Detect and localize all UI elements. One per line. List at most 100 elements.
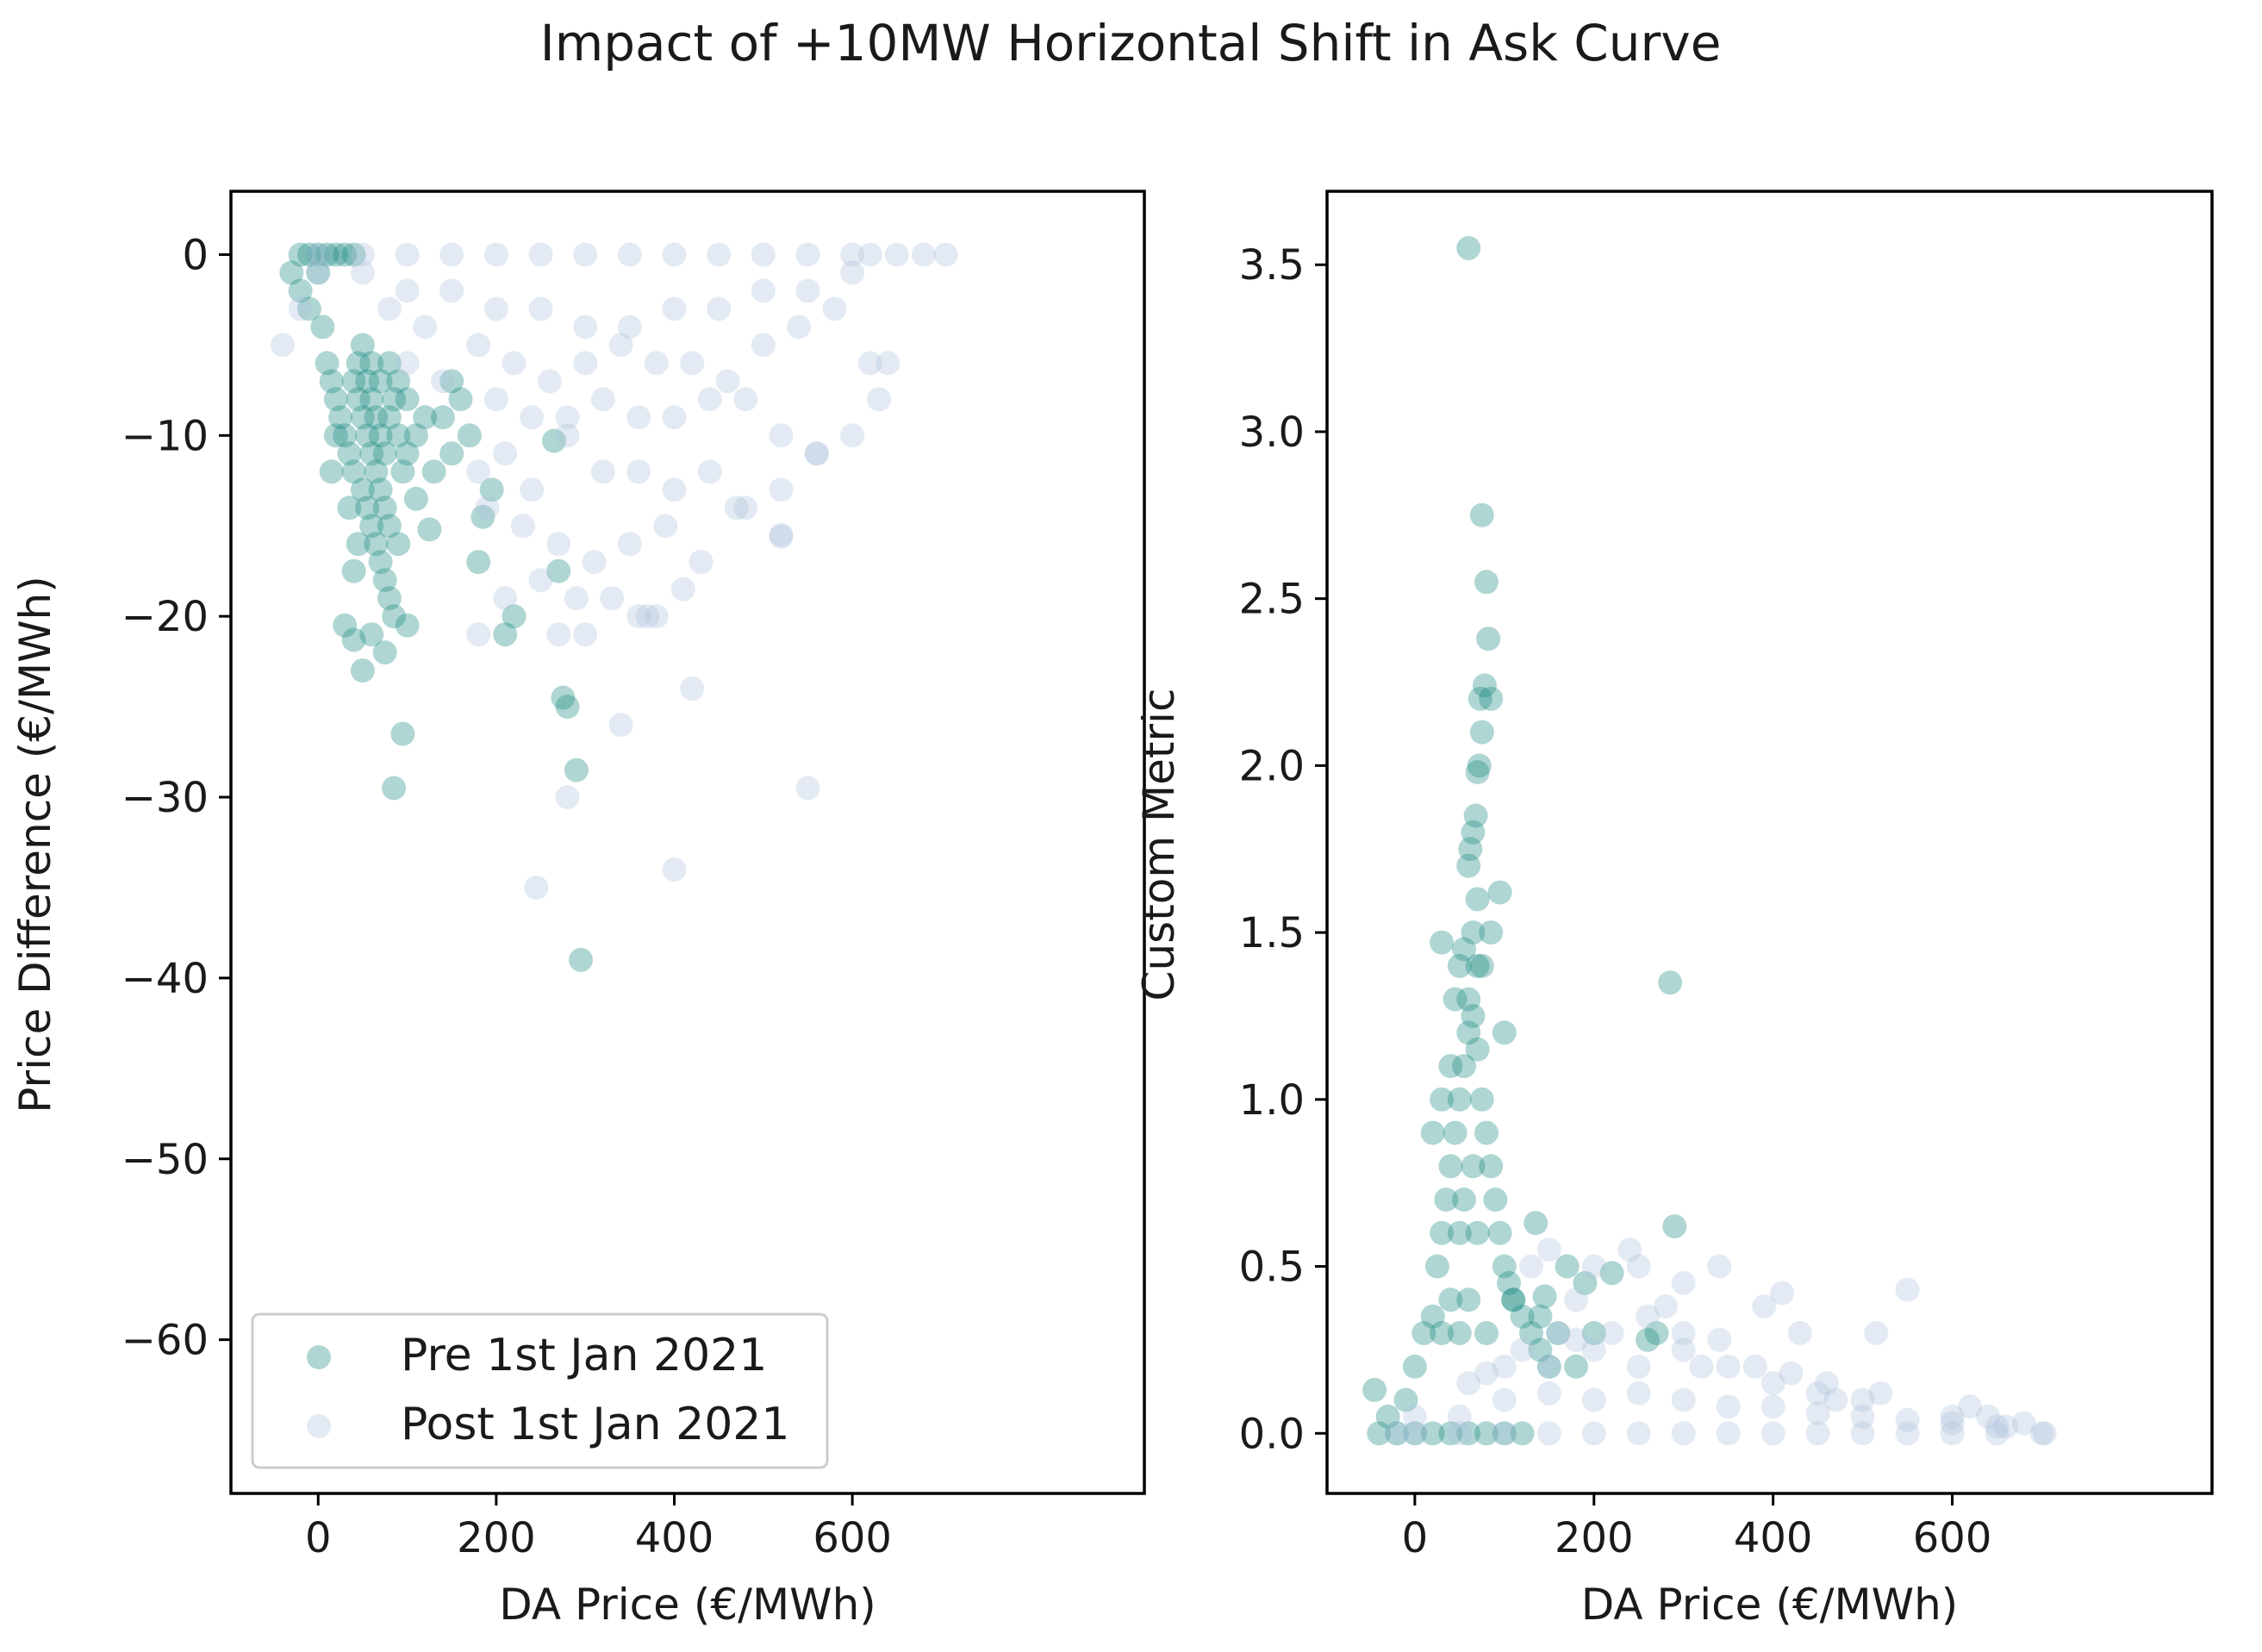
y-tick-label: −50: [122, 1136, 209, 1184]
post-2021-point: [502, 351, 527, 376]
pre-2021-point: [1501, 1287, 1526, 1312]
pre-2021-point: [1402, 1354, 1427, 1379]
post-2021-point: [1940, 1421, 1965, 1446]
pre-2021-point: [382, 776, 407, 801]
post-2021-point: [510, 514, 535, 539]
post-2021-point: [707, 296, 732, 321]
post-2021-point: [1805, 1421, 1830, 1446]
pre-2021-point: [1465, 1220, 1490, 1245]
post-2021-point: [733, 387, 758, 412]
pre-2021-point: [359, 622, 384, 647]
pre-2021-point: [364, 532, 389, 557]
pre-2021-point: [368, 477, 393, 502]
post-2021-point: [724, 496, 749, 521]
post-2021-point: [1985, 1414, 2010, 1439]
pre-2021-point: [1469, 502, 1494, 527]
post-2021-point: [751, 333, 776, 358]
post-2021-point: [430, 369, 455, 394]
y-tick-label: −10: [122, 412, 209, 460]
post-2021-point: [697, 459, 722, 484]
pre-2021-point: [479, 477, 504, 502]
pre-2021-point: [1501, 1287, 1526, 1312]
post-2021-point: [751, 278, 776, 303]
pre-2021-point: [355, 423, 380, 448]
post-2021-point: [1510, 1337, 1535, 1362]
pre-2021-point: [1456, 235, 1481, 260]
post-2021-point: [537, 369, 562, 394]
pre-2021-point: [368, 423, 393, 448]
x-tick-label: 0: [1402, 1514, 1429, 1562]
pre-2021-point: [1474, 1321, 1499, 1345]
pre-2021-point: [1479, 920, 1504, 945]
pre-2021-point: [1452, 1054, 1476, 1079]
pre-2021-point: [288, 278, 313, 303]
pre-2021-point: [439, 441, 464, 466]
y-tick-label: 0.0: [1239, 1410, 1305, 1458]
post-2021-point: [1850, 1387, 1875, 1412]
pre-2021-point: [493, 622, 518, 647]
pre-2021-point: [346, 351, 371, 376]
pre-2021-point: [337, 496, 362, 521]
post-2021-point: [795, 242, 820, 267]
pre-2021-point: [346, 532, 371, 557]
post-2021-point: [350, 260, 375, 285]
pre-2021-point: [1362, 1377, 1387, 1402]
post-2021-point: [608, 713, 633, 738]
x-tick-label: 400: [1734, 1514, 1813, 1562]
post-2021-point: [680, 351, 705, 376]
left-x-axis-label: DA Price (€/MWh): [499, 1580, 876, 1630]
pre-2021-point: [1430, 930, 1455, 955]
pre-2021-point: [1452, 1188, 1476, 1213]
post-2021-point: [1895, 1407, 1920, 1432]
post-2021-point: [1779, 1361, 1804, 1386]
post-2021-point: [1564, 1327, 1588, 1352]
pre-2021-point: [296, 242, 321, 267]
pre-2021-point: [359, 351, 384, 376]
post-2021-point: [573, 351, 598, 376]
left-y-axis-label: Price Difference (€/MWh): [10, 576, 60, 1113]
post-2021-point: [769, 477, 794, 502]
post-2021-point: [439, 242, 464, 267]
pre-2021-point: [1528, 1337, 1553, 1362]
pre-2021-point: [323, 423, 348, 448]
x-tick-label: 600: [1913, 1514, 1992, 1562]
post-2021-point: [528, 242, 553, 267]
post-2021-point: [564, 586, 589, 611]
post-2021-point: [884, 242, 909, 267]
post-2021-point: [520, 405, 545, 430]
post-2021-point: [288, 296, 313, 321]
pre-2021-point: [1456, 1421, 1481, 1446]
pre-2021-point: [1375, 1404, 1400, 1429]
pre-2021-point: [350, 477, 375, 502]
pre-2021-point: [1452, 937, 1476, 962]
pre-2021-point: [306, 260, 331, 285]
post-2021-point: [306, 242, 331, 267]
post-2021-point: [787, 315, 812, 340]
post-2021-point: [867, 387, 892, 412]
post-2021-point: [804, 441, 829, 466]
post-2021-point: [857, 351, 882, 376]
post-2021-point: [1626, 1254, 1651, 1279]
pre-2021-point: [1474, 1421, 1499, 1446]
pre-2021-point: [466, 550, 491, 575]
pre-2021-point: [315, 351, 340, 376]
post-2021-point: [617, 532, 642, 557]
post-2021-point: [635, 604, 660, 629]
pre-2021-point: [1492, 1020, 1517, 1045]
post-2021-point: [1564, 1287, 1588, 1312]
pre-2021-point: [382, 387, 407, 412]
post-2021-point: [689, 550, 713, 575]
post-2021-point: [2032, 1421, 2057, 1446]
post-2021-point: [1895, 1277, 1920, 1302]
post-2021-point: [1760, 1421, 1785, 1446]
pre-2021-point: [355, 496, 380, 521]
post-2021-point: [1716, 1354, 1741, 1379]
post-2021-point: [1815, 1371, 1839, 1396]
pre-2021-point: [1456, 1020, 1481, 1045]
pre-2021-point: [323, 242, 348, 267]
pre-2021-point: [417, 517, 442, 542]
post-2021-point: [1402, 1421, 1427, 1446]
pre-2021-point: [315, 242, 340, 267]
pre-2021-point: [359, 387, 384, 412]
x-tick-label: 200: [457, 1514, 536, 1562]
